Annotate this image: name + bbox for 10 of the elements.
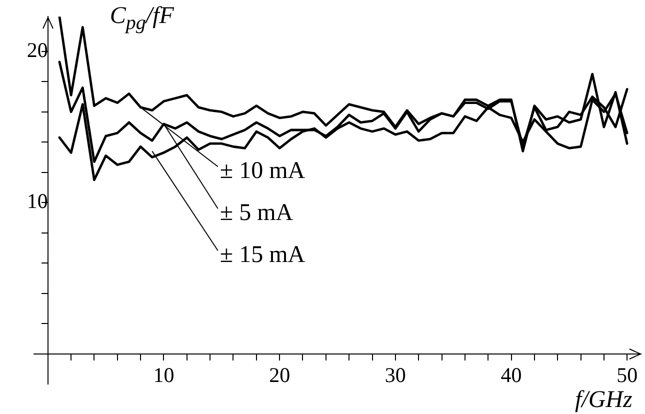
annotation: ± 15 mA: [220, 242, 306, 268]
x-tick-label: 30: [384, 362, 406, 387]
annotation: ± 10 mA: [220, 158, 306, 184]
annotation: ± 5 mA: [220, 200, 294, 226]
x-tick-label: 10: [153, 362, 174, 387]
x-tick-label: 40: [500, 362, 522, 387]
y-axis-title: C$_{pg}$/fF: [110, 3, 174, 34]
x-tick-label: 50: [616, 362, 638, 387]
x-axis-title: f/GHz: [575, 386, 632, 413]
x-tick-label: 20: [269, 362, 290, 387]
